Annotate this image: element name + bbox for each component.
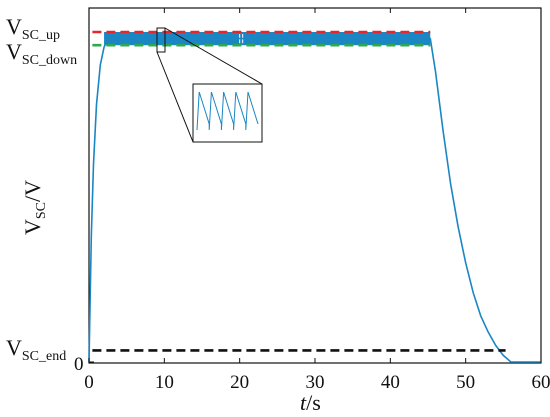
x-tick-label-0: 0 — [84, 372, 94, 393]
curve-layer — [88, 37, 541, 363]
zoom-connector-bottom — [156, 51, 194, 143]
x-ticks-layer: 0 10 20 30 40 50 60 — [84, 8, 550, 393]
level-label-end: VSC_end — [6, 335, 66, 364]
level-lines-layer — [92, 30, 506, 352]
inset-box — [192, 83, 263, 143]
x-tick-label-60: 60 — [532, 372, 550, 393]
inset-sawtooth — [196, 91, 259, 131]
x-tick-label-10: 10 — [155, 372, 174, 393]
level-label-down: VSC_down — [6, 39, 77, 68]
x-tick-label-40: 40 — [381, 372, 400, 393]
x-tick-label-30: 30 — [306, 372, 325, 393]
series-line-0 — [88, 37, 541, 363]
zoom-connector-top — [164, 27, 263, 85]
level-label-up: VSC_up — [6, 14, 60, 43]
y-tick-label-0: 0 — [74, 354, 84, 375]
x-tick-label-20: 20 — [230, 372, 249, 393]
plot-frame — [88, 7, 542, 364]
y-axis-label: VSC/V — [20, 180, 49, 235]
zoom-window-box — [156, 27, 166, 53]
x-tick-label-50: 50 — [456, 372, 475, 393]
x-axis-label: t/s — [300, 390, 321, 415]
